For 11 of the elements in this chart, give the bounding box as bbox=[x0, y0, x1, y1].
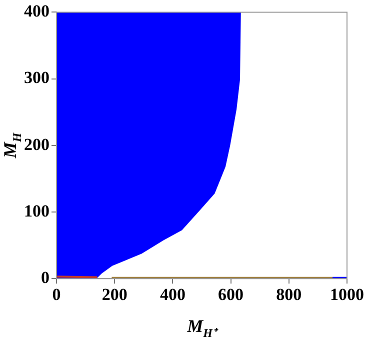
y-tick-label: 400 bbox=[24, 2, 50, 21]
x-tick-label: 600 bbox=[218, 285, 244, 304]
y-tick-label: 300 bbox=[24, 68, 50, 88]
y-tick-label: 100 bbox=[24, 201, 50, 220]
x-tick-label: 200 bbox=[102, 285, 128, 304]
x-tick-label: 800 bbox=[276, 285, 302, 304]
x-tick-label: 1000 bbox=[330, 285, 364, 304]
y-axis-title: MH bbox=[0, 132, 24, 160]
y-tick-label: 0 bbox=[41, 268, 50, 287]
x-tick-label: 400 bbox=[160, 285, 186, 304]
y-tick-label: 200 bbox=[24, 134, 50, 154]
